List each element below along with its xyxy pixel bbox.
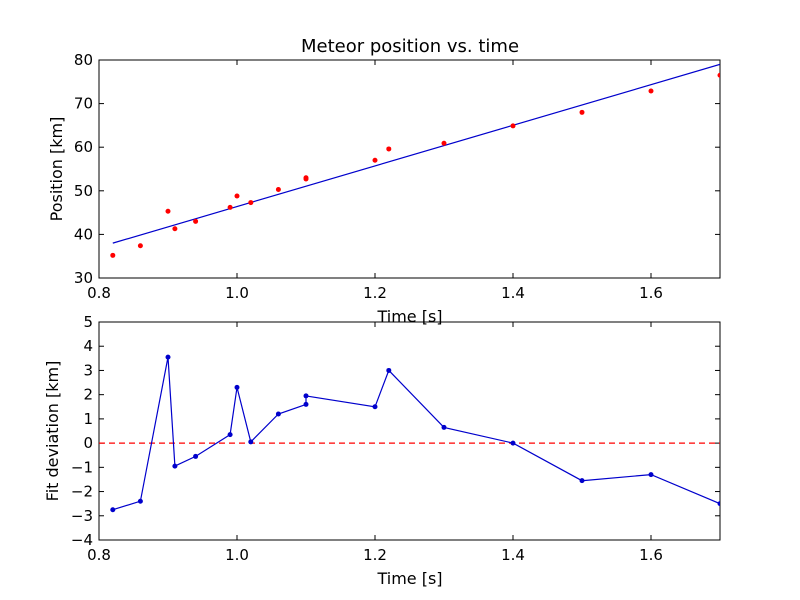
deviation-line <box>112 356 720 511</box>
data-point <box>275 186 281 192</box>
data-point <box>137 498 143 504</box>
data-point <box>110 507 116 513</box>
x-tick-label: 1.0 <box>225 284 249 302</box>
plot-frame <box>98 59 721 279</box>
x-tick-label: 1.2 <box>363 546 387 564</box>
y-tick-label: 5 <box>83 313 93 331</box>
data-point <box>648 472 654 478</box>
data-point <box>193 218 199 224</box>
top-x-axis-label: Time [s] <box>376 307 442 326</box>
x-tick-label: 0.8 <box>87 546 111 564</box>
data-point <box>717 72 720 78</box>
chart-title: Meteor position vs. time <box>301 36 519 57</box>
data-point <box>303 401 309 407</box>
y-tick-label: 3 <box>83 361 93 379</box>
bottom-plot-area <box>99 354 720 513</box>
x-tick-label: 1.4 <box>501 284 525 302</box>
y-tick-label: 2 <box>83 386 93 404</box>
data-point <box>372 404 378 410</box>
bottom-x-axis-label: Time [s] <box>376 569 442 588</box>
position-plot: 0.8 1.0 1.2 1.4 1.6 30 40 50 60 70 80 <box>74 51 721 302</box>
data-point <box>510 123 516 129</box>
fit-line <box>112 63 720 244</box>
data-point <box>193 453 199 459</box>
y-tick-label: −2 <box>71 483 93 501</box>
data-point <box>441 140 447 146</box>
y-tick-label: 1 <box>83 410 93 428</box>
data-point <box>172 463 178 469</box>
data-point <box>717 501 720 507</box>
top-plot-area <box>110 63 720 258</box>
y-tick-label: 30 <box>74 269 93 287</box>
y-tick-label: 50 <box>74 182 93 200</box>
y-tick-label: 40 <box>74 225 93 243</box>
y-tick-label: 80 <box>74 51 93 69</box>
data-point <box>110 252 116 258</box>
data-point <box>386 367 392 373</box>
data-point <box>510 440 516 446</box>
data-point <box>275 411 281 417</box>
x-tick-label: 1.6 <box>639 546 663 564</box>
data-point <box>165 208 171 214</box>
y-tick-label: 4 <box>83 337 93 355</box>
data-point <box>303 393 309 399</box>
data-point <box>303 175 309 181</box>
data-point <box>234 384 240 390</box>
data-point <box>227 432 233 438</box>
data-point <box>172 226 178 232</box>
data-point <box>372 157 378 163</box>
x-tick-label: 1.0 <box>225 546 249 564</box>
y-tick-label: 70 <box>74 95 93 113</box>
y-tick-label: 60 <box>74 138 93 156</box>
x-tick-label: 1.2 <box>363 284 387 302</box>
x-tick-label: 1.4 <box>501 546 525 564</box>
x-tick-label: 0.8 <box>87 284 111 302</box>
data-point <box>648 88 654 94</box>
plot-frame <box>98 321 721 541</box>
data-point <box>248 439 254 445</box>
data-point <box>441 424 447 430</box>
bottom-y-axis-label: Fit deviation [km] <box>43 361 62 502</box>
data-point <box>248 200 254 206</box>
data-point <box>386 146 392 152</box>
data-point <box>137 243 143 249</box>
x-tick-label: 1.6 <box>639 284 663 302</box>
y-tick-label: −4 <box>71 531 93 549</box>
data-point <box>579 109 585 115</box>
y-tick-label: −3 <box>71 507 93 525</box>
data-point <box>165 354 171 360</box>
y-tick-label: −1 <box>71 458 93 476</box>
data-point <box>227 204 233 210</box>
deviation-plot: 0.8 1.0 1.2 1.4 1.6 −4 −3 −2 −1 0 1 2 3 4 5 <box>71 313 721 564</box>
data-point <box>234 193 240 199</box>
data-point <box>579 478 585 484</box>
y-tick-label: 0 <box>83 434 93 452</box>
top-y-axis-label: Position [km] <box>47 117 66 222</box>
